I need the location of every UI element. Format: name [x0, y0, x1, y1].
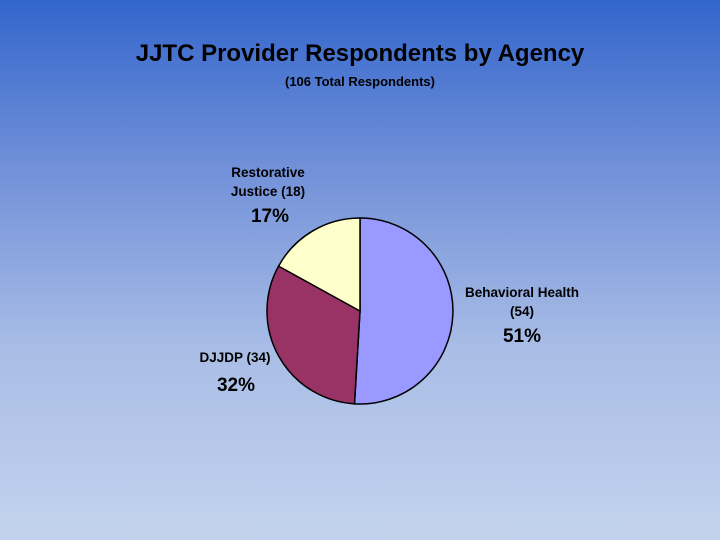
slice-label: Behavioral Health	[465, 285, 579, 300]
pie-slice	[266, 265, 361, 405]
slice-label: Justice (18)	[231, 184, 305, 199]
slice-percent-label: 17%	[251, 206, 289, 227]
pie-slice	[353, 217, 454, 405]
pie-slice	[277, 217, 361, 313]
slice-label: (54)	[510, 304, 534, 319]
slice-label: Restorative	[231, 165, 305, 180]
chart-title: JJTC Provider Respondents by Agency	[135, 40, 585, 67]
slice-label: DJJDP (34)	[199, 350, 270, 365]
slice-percent-label: 51%	[503, 326, 541, 347]
chart-subtitle: (106 Total Respondents)	[284, 74, 435, 89]
slice-percent-label: 32%	[217, 375, 255, 396]
